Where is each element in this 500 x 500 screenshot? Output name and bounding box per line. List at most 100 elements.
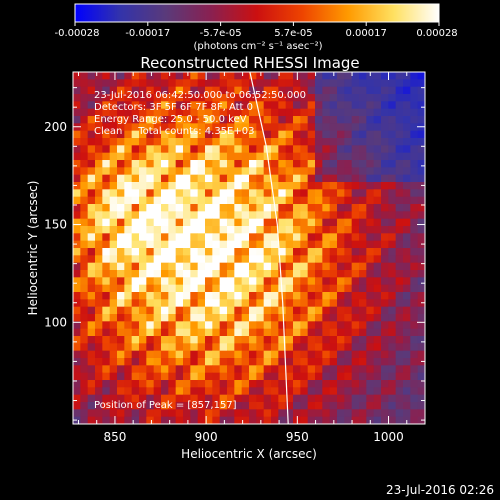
heatmap-cell: [344, 167, 353, 176]
heatmap-cell: [256, 233, 265, 242]
heatmap-cell: [256, 321, 265, 330]
heatmap-cell: [212, 328, 221, 337]
heatmap-cell: [87, 116, 96, 124]
heatmap-cell: [344, 79, 353, 88]
heatmap-cell: [307, 160, 316, 168]
heatmap-cell: [344, 72, 353, 80]
heatmap-cell: [73, 218, 81, 227]
heatmap-cell: [381, 277, 389, 286]
heatmap-cell: [344, 262, 353, 271]
heatmap-cell: [359, 94, 367, 102]
heatmap-cell: [278, 123, 287, 132]
heatmap-cell: [183, 262, 191, 271]
heatmap-cell: [153, 262, 162, 271]
heatmap-cell: [388, 270, 397, 278]
heatmap-cell: [417, 284, 425, 293]
heatmap-cell: [351, 277, 360, 286]
heatmap-cell: [293, 255, 301, 264]
heatmap-cell: [87, 394, 96, 403]
heatmap-cell: [381, 160, 389, 168]
heatmap-cell: [285, 116, 294, 124]
heatmap-cell: [417, 380, 425, 388]
heatmap-cell: [278, 218, 287, 227]
heatmap-cell: [161, 343, 169, 352]
heatmap-cell: [117, 145, 125, 154]
heatmap-cell: [161, 182, 169, 190]
heatmap-cell: [381, 138, 389, 146]
heatmap-cell: [315, 350, 323, 359]
heatmap-cell: [73, 108, 81, 117]
heatmap-cell: [131, 299, 140, 308]
heatmap-cell: [307, 365, 316, 374]
heatmap-cell: [285, 123, 294, 132]
heatmap-cell: [197, 380, 206, 388]
heatmap-cell: [293, 394, 301, 403]
heatmap-cell: [388, 79, 397, 88]
heatmap-cell: [381, 270, 389, 278]
heatmap-cell: [329, 314, 338, 322]
heatmap-cell: [146, 86, 155, 95]
heatmap-cell: [153, 365, 162, 374]
heatmap-cell: [373, 226, 382, 234]
heatmap-cell: [337, 218, 345, 227]
heatmap-cell: [271, 218, 279, 227]
heatmap-cell: [285, 204, 294, 212]
heatmap-cell: [87, 365, 96, 374]
heatmap-cell: [381, 204, 389, 212]
heatmap-cell: [227, 196, 235, 205]
heatmap-cell: [124, 86, 133, 95]
heatmap-cell: [388, 160, 397, 168]
heatmap-cell: [373, 336, 382, 344]
heatmap-cell: [212, 145, 221, 154]
heatmap-cell: [146, 94, 155, 102]
heatmap-cell: [212, 299, 221, 308]
heatmap-cell: [307, 130, 316, 139]
heatmap-cell: [417, 167, 425, 176]
heatmap-cell: [329, 365, 338, 374]
heatmap-cell: [293, 101, 301, 110]
heatmap-cell: [263, 262, 272, 271]
heatmap-cell: [293, 402, 301, 410]
heatmap-cell: [366, 277, 375, 286]
heatmap-cell: [403, 262, 411, 271]
heatmap-cell: [263, 255, 272, 264]
heatmap-cell: [161, 160, 169, 168]
heatmap-cell: [227, 343, 235, 352]
heatmap-cell: [271, 365, 279, 374]
heatmap-cell: [219, 138, 228, 146]
heatmap-cell: [153, 409, 162, 418]
heatmap-cell: [263, 292, 272, 300]
heatmap-cell: [241, 226, 250, 234]
heatmap-cell: [197, 94, 206, 102]
heatmap-cell: [263, 394, 272, 403]
heatmap-cell: [351, 196, 360, 205]
heatmap-cell: [183, 336, 191, 344]
heatmap-cell: [73, 262, 81, 271]
heatmap-cell: [366, 321, 375, 330]
heatmap-cell: [307, 321, 316, 330]
heatmap-cell: [190, 72, 199, 80]
heatmap-cell: [183, 145, 191, 154]
heatmap-cell: [73, 226, 81, 234]
heatmap-cell: [366, 123, 375, 132]
heatmap-cell: [381, 240, 389, 249]
heatmap-cell: [197, 174, 206, 183]
heatmap-cell: [373, 94, 382, 102]
heatmap-cell: [227, 204, 235, 212]
heatmap-cell: [234, 328, 243, 337]
heatmap-cell: [219, 284, 228, 293]
heatmap-cell: [161, 101, 169, 110]
heatmap-cell: [293, 174, 301, 183]
heatmap-cell: [373, 402, 382, 410]
heatmap-cell: [241, 255, 250, 264]
heatmap-cell: [388, 72, 397, 80]
heatmap-cell: [190, 218, 199, 227]
heatmap-cell: [161, 145, 169, 154]
heatmap-cell: [95, 262, 103, 271]
heatmap-cell: [329, 218, 338, 227]
heatmap-cell: [124, 196, 133, 205]
heatmap-cell: [417, 402, 425, 410]
heatmap-cell: [219, 402, 228, 410]
heatmap-cell: [315, 116, 323, 124]
heatmap-cell: [315, 152, 323, 161]
